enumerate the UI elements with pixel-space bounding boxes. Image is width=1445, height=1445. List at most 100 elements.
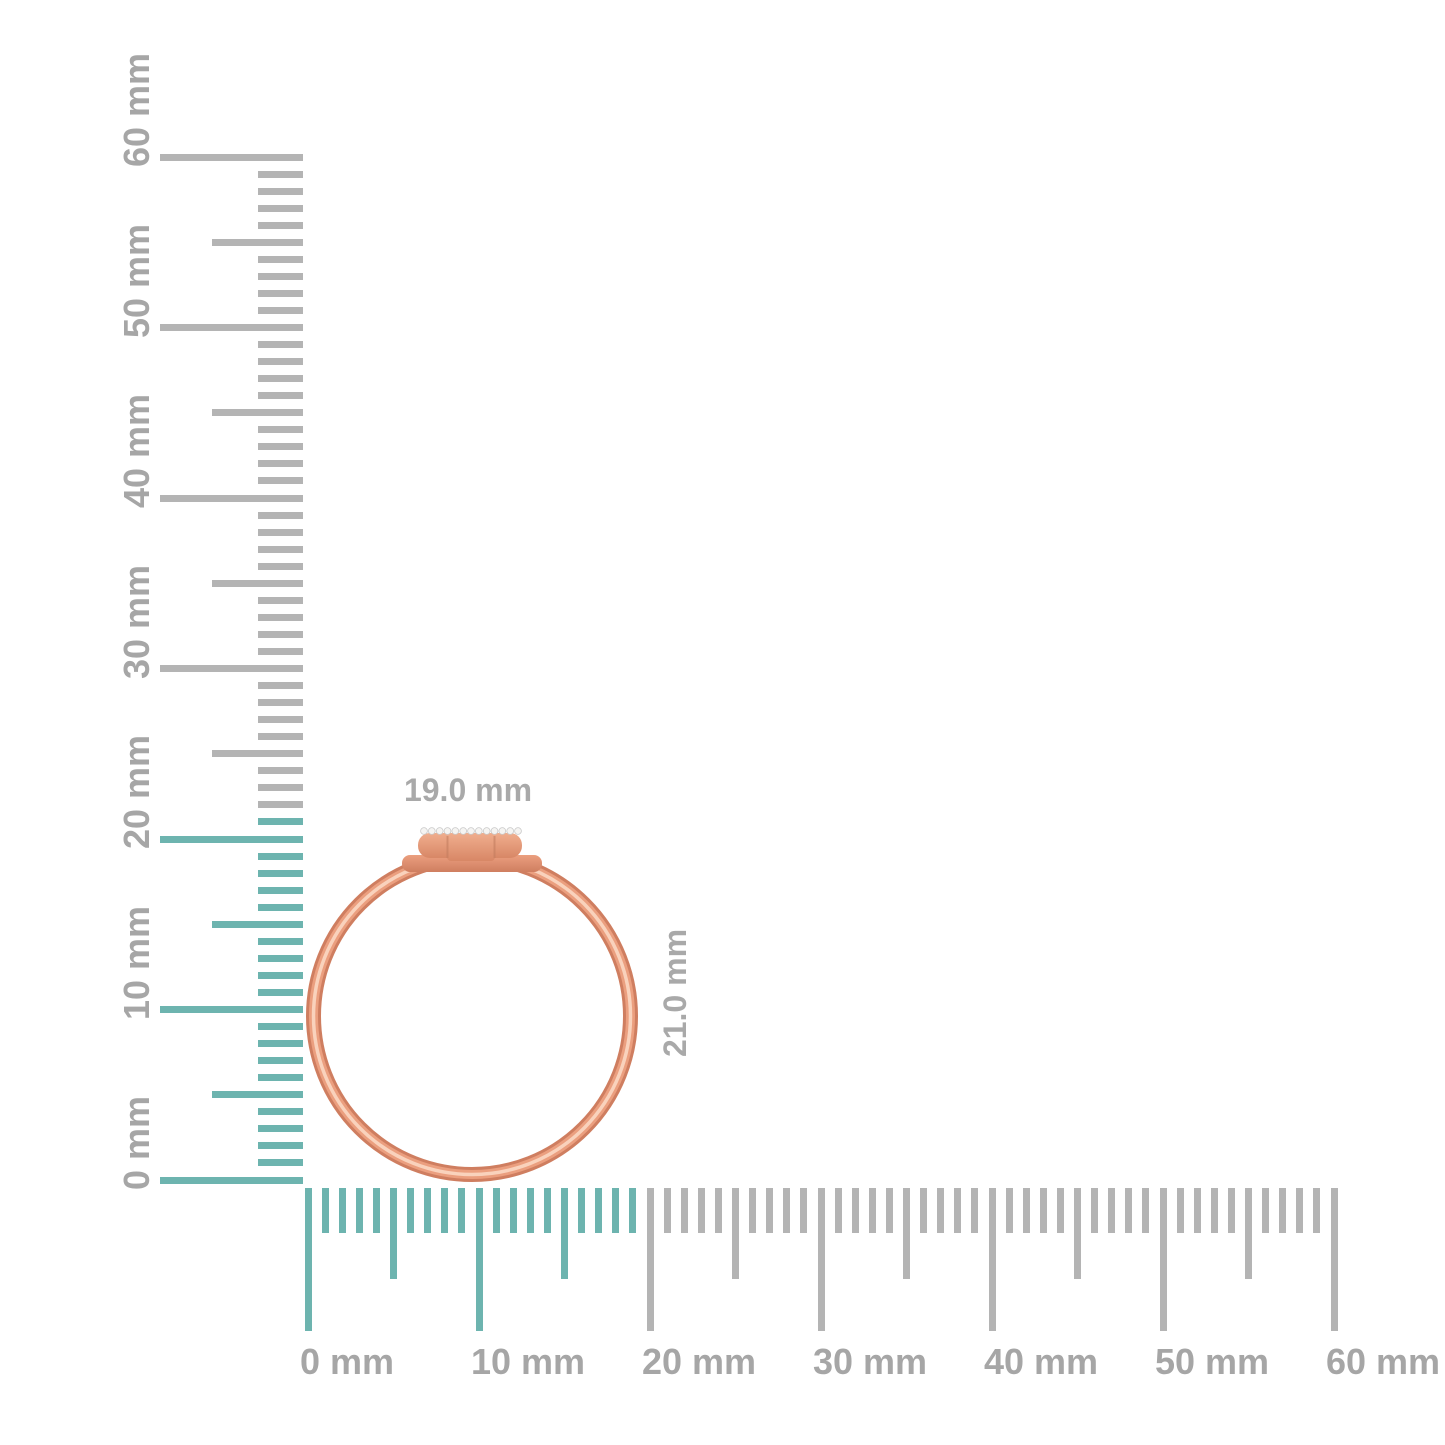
v-ruler-tick-11mm (258, 988, 303, 996)
h-ruler-tick-41mm (1005, 1188, 1013, 1233)
v-ruler-tick-19mm (258, 852, 303, 860)
h-ruler-tick-51mm (1176, 1188, 1184, 1233)
h-ruler-tick-24mm (714, 1188, 722, 1233)
h-ruler-tick-20mm (646, 1188, 654, 1331)
h-ruler-tick-57mm (1279, 1188, 1287, 1233)
h-ruler-tick-27mm (766, 1188, 774, 1233)
h-ruler-tick-56mm (1262, 1188, 1270, 1233)
v-ruler-tick-20mm (160, 835, 303, 843)
v-ruler-tick-44mm (258, 426, 303, 434)
v-ruler-tick-36mm (258, 562, 303, 570)
h-ruler-tick-6mm (407, 1188, 415, 1233)
diamond (420, 827, 428, 835)
v-ruler-tick-50mm (160, 324, 303, 331)
v-ruler-tick-33mm (258, 613, 303, 621)
v-ruler-tick-35mm (212, 579, 303, 587)
diamond (506, 827, 515, 835)
v-ruler-tick-41mm (258, 477, 303, 485)
v-ruler-tick-56mm (258, 221, 303, 229)
h-ruler-tick-43mm (1039, 1188, 1047, 1233)
v-ruler-tick-37mm (258, 545, 303, 553)
h-ruler-tick-53mm (1210, 1188, 1218, 1233)
h-ruler-tick-44mm (1056, 1188, 1064, 1233)
h-ruler-tick-42mm (1022, 1188, 1030, 1233)
v-ruler-tick-14mm (258, 937, 303, 945)
diamond (459, 827, 468, 835)
h-ruler-tick-46mm (1091, 1188, 1099, 1233)
h-ruler-tick-16mm (578, 1188, 586, 1233)
v-ruler-tick-5mm (212, 1091, 303, 1099)
h-ruler-tick-18mm (612, 1188, 620, 1233)
v-ruler-tick-4mm (258, 1108, 303, 1116)
diamond (514, 827, 522, 835)
v-ruler-tick-13mm (258, 954, 303, 962)
v-ruler-tick-25mm (212, 750, 303, 758)
h-ruler-label-20mm: 20 mm (642, 1341, 757, 1382)
v-ruler-tick-9mm (258, 1023, 303, 1031)
h-ruler-tick-8mm (441, 1188, 449, 1233)
v-ruler-tick-31mm (258, 647, 303, 655)
diamond-row (420, 827, 522, 835)
v-ruler-tick-21mm (258, 818, 303, 826)
v-ruler-tick-30mm (160, 665, 303, 672)
h-ruler-tick-34mm (885, 1188, 893, 1233)
v-ruler-tick-22mm (258, 801, 303, 809)
v-ruler-tick-55mm (212, 238, 303, 246)
h-ruler-label-40mm: 40 mm (984, 1341, 1099, 1382)
v-ruler-tick-27mm (258, 716, 303, 724)
v-ruler-tick-18mm (258, 869, 303, 877)
ring-band-highlight (311, 855, 633, 1177)
h-ruler-tick-31mm (834, 1188, 842, 1233)
v-ruler-tick-59mm (258, 170, 303, 178)
v-ruler-tick-0mm (160, 1176, 303, 1184)
ring-bezel-center (447, 833, 495, 861)
h-ruler-tick-58mm (1296, 1188, 1304, 1233)
h-ruler-tick-1mm (321, 1188, 329, 1233)
v-ruler-tick-8mm (258, 1040, 303, 1048)
h-ruler-tick-13mm (526, 1188, 534, 1233)
v-ruler-tick-24mm (258, 767, 303, 775)
v-ruler-tick-46mm (258, 392, 303, 400)
v-ruler-tick-45mm (212, 409, 303, 417)
diamond (490, 827, 499, 835)
v-ruler-tick-12mm (258, 971, 303, 979)
h-ruler-tick-35mm (903, 1188, 910, 1279)
h-ruler-tick-0mm (304, 1188, 312, 1331)
h-ruler-tick-12mm (509, 1188, 517, 1233)
v-ruler-tick-54mm (258, 255, 303, 263)
h-ruler-tick-22mm (680, 1188, 688, 1233)
v-ruler-tick-28mm (258, 699, 303, 707)
h-ruler-tick-40mm (988, 1188, 996, 1331)
v-ruler-tick-34mm (258, 596, 303, 604)
diamond (467, 827, 475, 835)
h-ruler-tick-39mm (971, 1188, 979, 1233)
diamond (498, 827, 507, 835)
diamond (482, 827, 491, 835)
ring-band (306, 850, 638, 1182)
h-ruler-tick-50mm (1159, 1188, 1167, 1331)
v-ruler-tick-58mm (258, 187, 303, 195)
h-ruler-tick-32mm (851, 1188, 859, 1233)
v-ruler-tick-23mm (258, 784, 303, 792)
h-ruler-tick-14mm (543, 1188, 551, 1233)
v-ruler-tick-48mm (258, 358, 303, 366)
h-ruler-tick-10mm (475, 1188, 483, 1331)
h-ruler-tick-45mm (1074, 1188, 1081, 1279)
diamond (435, 827, 444, 835)
h-ruler-tick-15mm (561, 1188, 568, 1279)
height-dimension-label: 21.0 mm (657, 928, 693, 1058)
h-ruler-tick-36mm (920, 1188, 928, 1233)
h-ruler-label-50mm: 50 mm (1155, 1341, 1270, 1382)
h-ruler-tick-23mm (697, 1188, 705, 1233)
v-ruler-tick-38mm (258, 528, 303, 536)
h-ruler-tick-19mm (629, 1188, 637, 1233)
v-ruler-tick-43mm (258, 443, 303, 451)
v-ruler-tick-15mm (212, 920, 303, 928)
h-ruler-label-30mm: 30 mm (813, 1341, 928, 1382)
v-ruler-tick-32mm (258, 630, 303, 638)
h-ruler-tick-48mm (1125, 1188, 1133, 1233)
h-ruler-tick-21mm (663, 1188, 671, 1233)
h-ruler-tick-4mm (372, 1188, 380, 1233)
v-ruler-tick-29mm (258, 682, 303, 690)
